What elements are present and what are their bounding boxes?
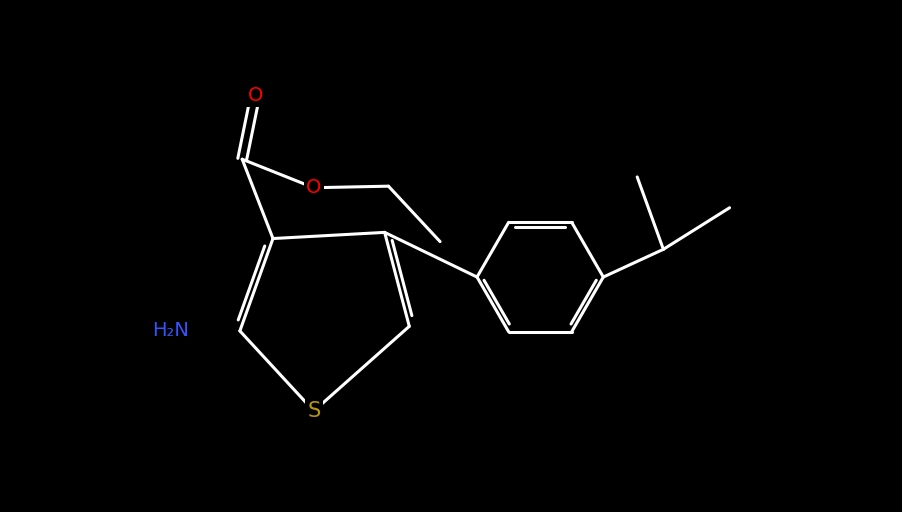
Text: O: O bbox=[247, 86, 262, 105]
Text: H₂N: H₂N bbox=[152, 322, 189, 340]
Text: S: S bbox=[307, 401, 320, 421]
Text: O: O bbox=[306, 178, 321, 197]
